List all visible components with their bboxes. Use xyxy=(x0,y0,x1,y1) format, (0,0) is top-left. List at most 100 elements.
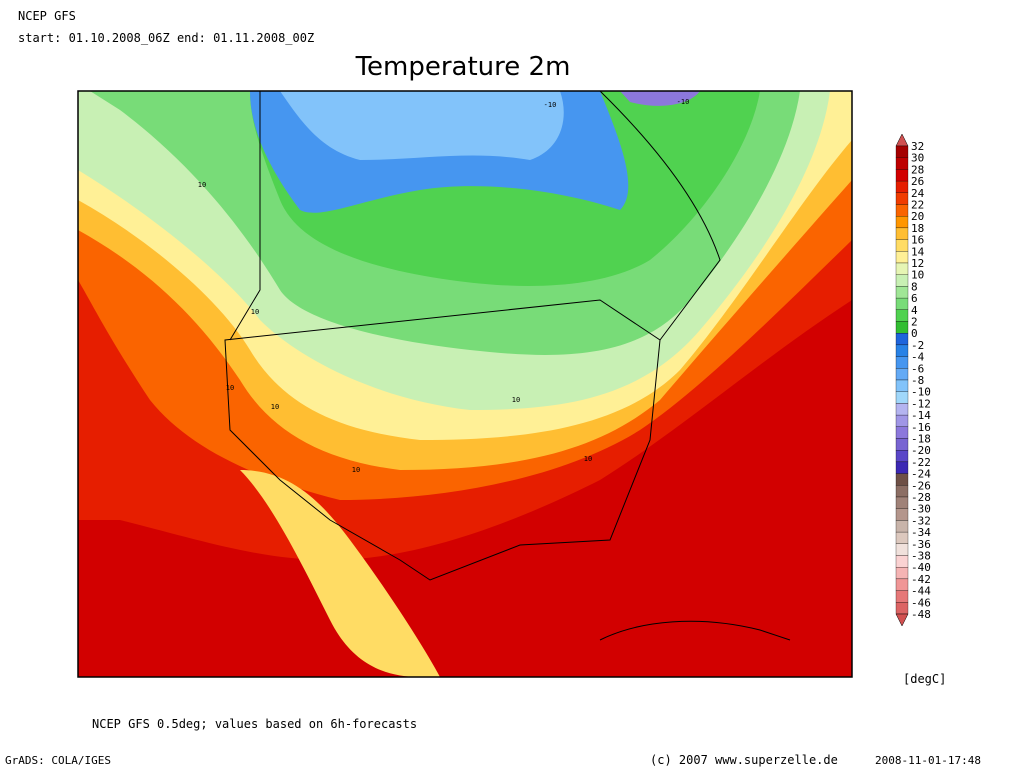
colorbar-label: -44 xyxy=(911,585,931,598)
colorbar-label: -26 xyxy=(911,479,931,492)
colorbar-label: -18 xyxy=(911,433,931,446)
colorbar-label: -48 xyxy=(911,608,931,621)
colorbar-swatch xyxy=(895,204,909,217)
colorbar-arrow xyxy=(895,613,909,627)
colorbar-label: -46 xyxy=(911,596,931,609)
colorbar-label: 24 xyxy=(911,187,925,200)
colorbar-label: -36 xyxy=(911,538,931,551)
colorbar-swatch xyxy=(895,251,909,264)
colorbar-label: 2 xyxy=(911,316,918,329)
colorbar-swatch xyxy=(895,297,909,310)
colorbar-label: 30 xyxy=(911,152,924,165)
colorbar-label: -30 xyxy=(911,503,931,516)
colorbar-swatch xyxy=(895,426,909,439)
contour-label: 10 xyxy=(198,181,206,189)
colorbar-swatch xyxy=(895,602,909,615)
colorbar-label: -6 xyxy=(911,362,924,375)
colorbar-label: -4 xyxy=(911,351,925,364)
map-title: Temperature 2m xyxy=(355,52,571,82)
colorbar-label: 18 xyxy=(911,222,924,235)
contour-label: 10 xyxy=(584,455,592,463)
colorbar-swatch xyxy=(895,567,909,580)
colorbar-swatch xyxy=(895,496,909,509)
colorbar-label: -22 xyxy=(911,456,931,469)
colorbar-label: -40 xyxy=(911,561,931,574)
colorbar-swatch xyxy=(895,438,909,451)
colorbar-label: -24 xyxy=(911,468,931,481)
colorbar-swatch xyxy=(895,180,909,193)
contour-label: 10 xyxy=(352,466,360,474)
colorbar-label: -32 xyxy=(911,514,931,527)
colorbar-swatch xyxy=(895,520,909,533)
colorbar-swatch xyxy=(895,356,909,369)
field-band xyxy=(620,91,700,106)
colorbar-label: 32 xyxy=(911,140,924,153)
colorbar-label: 26 xyxy=(911,175,924,188)
colorbar-label: 22 xyxy=(911,199,924,212)
coastline xyxy=(599,620,791,641)
colorbar-swatch xyxy=(895,543,909,556)
contour-label: -10 xyxy=(544,101,557,109)
colorbar-swatch xyxy=(895,286,909,299)
contour-label: -10 xyxy=(677,98,690,106)
contour-label: 10 xyxy=(251,308,259,316)
colorbar-label: -8 xyxy=(911,374,924,387)
colorbar-label: -38 xyxy=(911,550,931,563)
colorbar-arrow xyxy=(895,133,909,147)
coastline xyxy=(229,91,721,341)
colorbar-swatch xyxy=(895,450,909,463)
colorbar-label: 4 xyxy=(911,304,918,317)
colorbar-swatch xyxy=(895,157,909,170)
colorbar-label: -28 xyxy=(911,491,931,504)
colorbar-label: -34 xyxy=(911,526,931,539)
colorbar-label: 6 xyxy=(911,292,918,305)
colorbar-label: 10 xyxy=(911,269,924,282)
colorbar-swatch xyxy=(895,309,909,322)
colorbar-swatch xyxy=(895,590,909,603)
colorbar-swatch xyxy=(895,239,909,252)
contour-label: 10 xyxy=(226,384,234,392)
colorbar-label: -20 xyxy=(911,444,931,457)
colorbar-swatch xyxy=(895,344,909,357)
colorbar-swatch xyxy=(895,192,909,205)
colorbar-label: -16 xyxy=(911,421,931,434)
colorbar-swatch xyxy=(895,333,909,346)
colorbar-swatch xyxy=(895,145,909,158)
colorbar-label: 0 xyxy=(911,327,918,340)
colorbar-swatch xyxy=(895,461,909,474)
software-credit: GrADS: COLA/IGES xyxy=(5,754,111,767)
colorbar-swatch xyxy=(895,262,909,275)
colorbar-swatch xyxy=(895,403,909,416)
colorbar-label: -14 xyxy=(911,409,931,422)
colorbar-label: 20 xyxy=(911,210,924,223)
colorbar-label: 28 xyxy=(911,163,924,176)
copyright: (c) 2007 www.superzelle.de xyxy=(650,753,838,767)
colorbar-label: -12 xyxy=(911,397,931,410)
colorbar-label: -42 xyxy=(911,573,931,586)
colorbar-swatch xyxy=(895,169,909,182)
colorbar-label: 14 xyxy=(911,245,925,258)
colorbar-swatch xyxy=(895,473,909,486)
colorbar-swatch xyxy=(895,485,909,498)
contour-label: 10 xyxy=(271,403,279,411)
colorbar-swatch xyxy=(895,379,909,392)
map-frame xyxy=(77,90,853,678)
period-label: start: 01.10.2008_06Z end: 01.11.2008_00… xyxy=(18,31,314,45)
colorbar-swatch xyxy=(895,578,909,591)
colorbar-swatch xyxy=(895,391,909,404)
field-band xyxy=(280,91,564,160)
map-field xyxy=(78,91,852,677)
model-label: NCEP GFS xyxy=(18,9,76,23)
colorbar-swatch xyxy=(895,227,909,240)
colorbar-swatch xyxy=(895,274,909,287)
colorbar-label: 8 xyxy=(911,280,918,293)
colorbar-label: -2 xyxy=(911,339,924,352)
footer-note: NCEP GFS 0.5deg; values based on 6h-fore… xyxy=(92,717,417,731)
colorbar-swatch xyxy=(895,508,909,521)
colorbar-swatch xyxy=(895,414,909,427)
colorbar-label: -10 xyxy=(911,386,931,399)
colorbar-label: 16 xyxy=(911,234,924,247)
colorbar-swatch xyxy=(895,531,909,544)
